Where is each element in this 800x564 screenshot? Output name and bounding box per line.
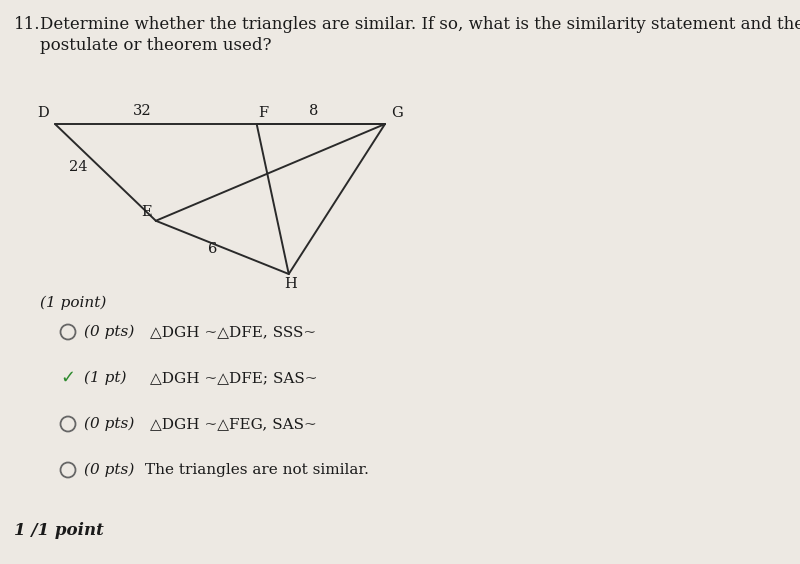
- Text: (1 point): (1 point): [40, 296, 106, 310]
- Text: D: D: [38, 106, 49, 120]
- Text: Determine whether the triangles are similar. If so, what is the similarity state: Determine whether the triangles are simi…: [40, 16, 800, 33]
- Text: (0 pts): (0 pts): [84, 417, 134, 431]
- Text: 32: 32: [133, 104, 151, 118]
- Text: △DGH ~△FEG, SAS~: △DGH ~△FEG, SAS~: [145, 417, 317, 431]
- Text: The triangles are not similar.: The triangles are not similar.: [145, 463, 369, 477]
- Text: (1 pt): (1 pt): [84, 371, 126, 385]
- Text: G: G: [391, 106, 402, 120]
- Text: 24: 24: [70, 160, 88, 174]
- Text: △DGH ~△DFE, SSS~: △DGH ~△DFE, SSS~: [145, 325, 316, 339]
- Text: 8: 8: [309, 104, 318, 118]
- Text: ✓: ✓: [61, 369, 75, 387]
- Text: (0 pts): (0 pts): [84, 463, 134, 477]
- Text: F: F: [258, 106, 269, 120]
- Text: E: E: [142, 205, 152, 219]
- Text: 6: 6: [208, 242, 218, 256]
- Text: △DGH ~△DFE; SAS~: △DGH ~△DFE; SAS~: [145, 371, 318, 385]
- Text: (0 pts): (0 pts): [84, 325, 134, 339]
- Text: postulate or theorem used?: postulate or theorem used?: [40, 37, 271, 54]
- Text: 11.: 11.: [14, 16, 41, 33]
- Text: H: H: [284, 277, 297, 291]
- Text: 1 /1 point: 1 /1 point: [14, 522, 104, 539]
